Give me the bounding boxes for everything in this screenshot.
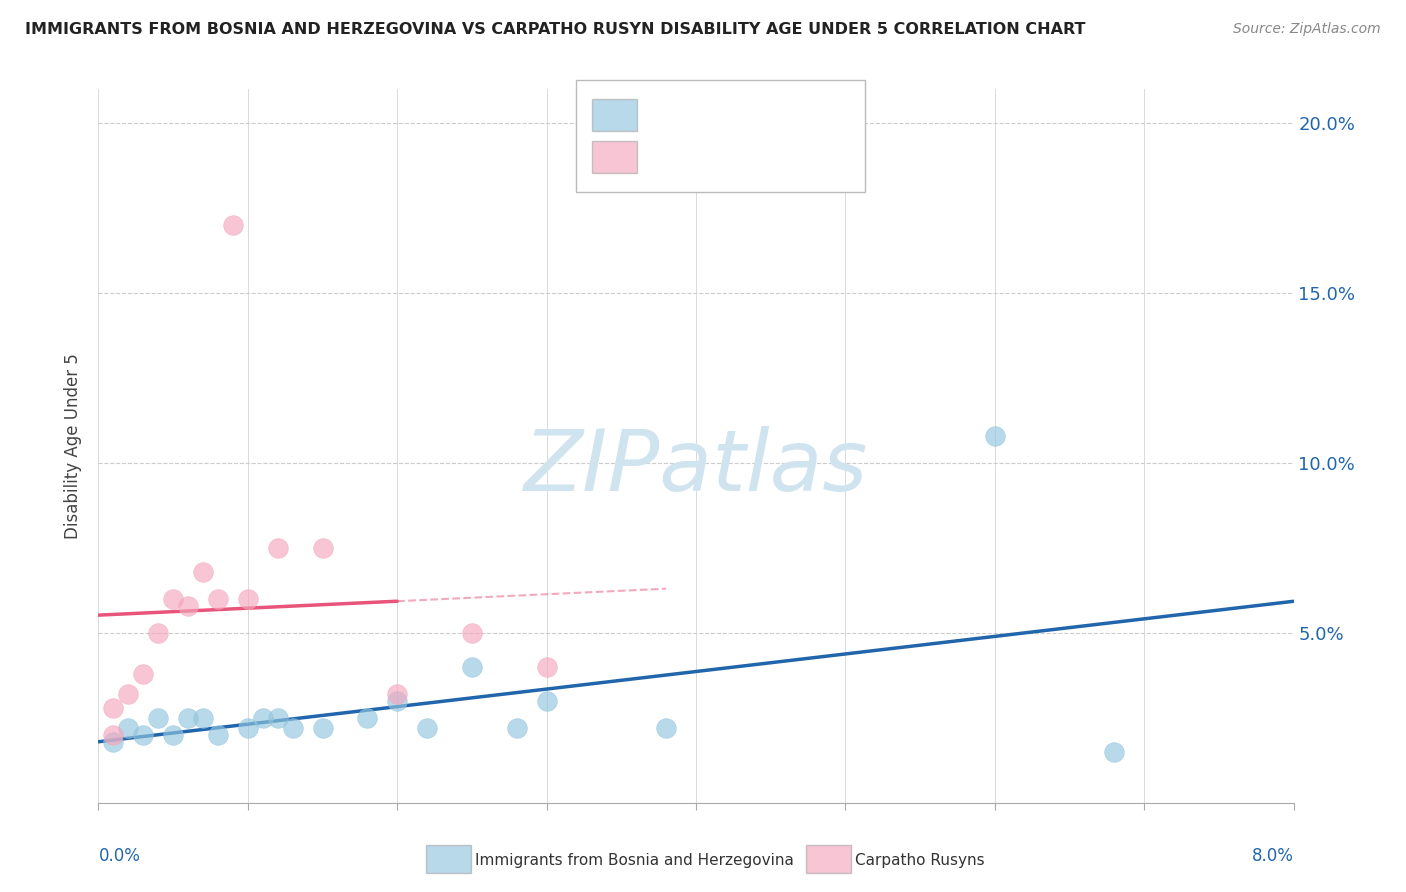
Point xyxy=(132,666,155,681)
Point xyxy=(385,687,409,701)
Point xyxy=(148,626,170,640)
Text: 8.0%: 8.0% xyxy=(1251,847,1294,865)
Point xyxy=(117,687,139,701)
Point xyxy=(148,711,170,725)
Text: 0.0%: 0.0% xyxy=(98,847,141,865)
Point xyxy=(311,721,333,735)
Point xyxy=(207,591,229,606)
Point xyxy=(236,591,259,606)
Point xyxy=(103,728,125,742)
Point xyxy=(267,711,290,725)
Point xyxy=(132,728,155,742)
Point xyxy=(461,660,484,674)
Point xyxy=(267,541,290,555)
Text: Carpatho Rusyns: Carpatho Rusyns xyxy=(855,854,984,868)
Point xyxy=(207,728,229,742)
Point xyxy=(461,626,484,640)
Text: IMMIGRANTS FROM BOSNIA AND HERZEGOVINA VS CARPATHO RUSYN DISABILITY AGE UNDER 5 : IMMIGRANTS FROM BOSNIA AND HERZEGOVINA V… xyxy=(25,22,1085,37)
Point xyxy=(222,218,245,232)
Point xyxy=(236,721,259,735)
Text: ZIPatlas: ZIPatlas xyxy=(524,425,868,509)
Text: Immigrants from Bosnia and Herzegovina: Immigrants from Bosnia and Herzegovina xyxy=(475,854,794,868)
Point xyxy=(311,541,333,555)
Point xyxy=(536,694,558,708)
Point xyxy=(385,694,409,708)
Point xyxy=(162,728,184,742)
Point xyxy=(103,734,125,748)
Text: Source: ZipAtlas.com: Source: ZipAtlas.com xyxy=(1233,22,1381,37)
Text: R = 0.524    N = 16: R = 0.524 N = 16 xyxy=(644,148,820,166)
Point xyxy=(252,711,274,725)
Point xyxy=(103,700,125,714)
Point xyxy=(356,711,378,725)
Point xyxy=(191,711,214,725)
Text: R = 0.204    N = 22: R = 0.204 N = 22 xyxy=(644,105,820,123)
Point xyxy=(281,721,304,735)
Y-axis label: Disability Age Under 5: Disability Age Under 5 xyxy=(65,353,83,539)
Point xyxy=(416,721,439,735)
Point xyxy=(984,429,1007,443)
Point xyxy=(655,721,678,735)
Point xyxy=(117,721,139,735)
Point xyxy=(1104,745,1126,759)
Point xyxy=(162,591,184,606)
Point xyxy=(506,721,529,735)
Point xyxy=(177,711,200,725)
Point xyxy=(536,660,558,674)
Point xyxy=(191,565,214,579)
Point xyxy=(177,599,200,613)
